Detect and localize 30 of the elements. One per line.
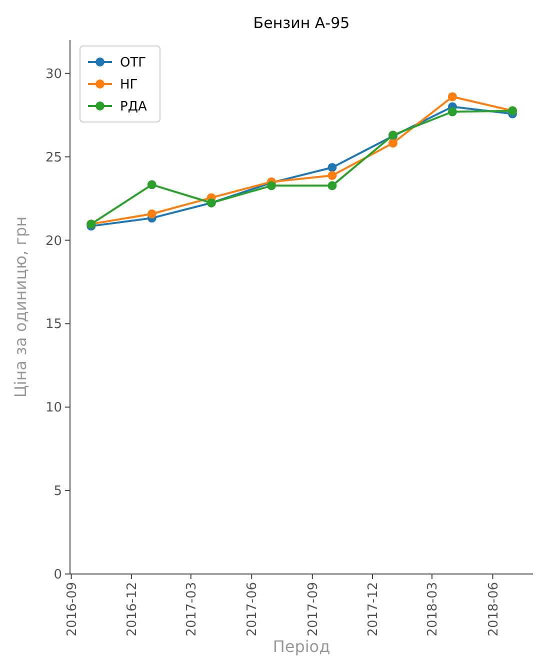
point	[147, 209, 156, 218]
y-tick-label: 30	[45, 66, 62, 82]
x-axis-title: Період	[272, 637, 330, 656]
x-tick-label: 2018-03	[425, 582, 440, 636]
x-tick-label: 2017-03	[184, 582, 200, 636]
y-tick-label: 0	[54, 568, 62, 583]
y-tick-label: 15	[45, 317, 62, 332]
point	[147, 180, 156, 190]
legend-label: НГ	[120, 78, 138, 93]
x-tick-label: 2018-06	[486, 582, 502, 636]
point	[328, 181, 337, 190]
y-tick-label: 25	[45, 150, 62, 166]
y-axis-title: Ціна за одиницю, грн	[11, 216, 30, 398]
y-tick-label: 5	[54, 484, 62, 500]
point	[448, 107, 457, 116]
chart-title: Бензин А-95	[253, 14, 350, 32]
point	[388, 138, 398, 148]
x-tick-label: 2017-12	[366, 582, 382, 636]
legend-label: ОТГ	[120, 56, 146, 71]
x-tick-label: 2016-09	[64, 582, 80, 636]
point	[266, 181, 276, 190]
y-tick-label: 10	[45, 400, 62, 416]
legend-label: РДА	[120, 100, 147, 115]
point	[328, 162, 337, 172]
point	[328, 171, 337, 180]
x-tick-label: 2016-12	[124, 582, 140, 636]
x-tick-label: 2017-06	[245, 582, 260, 636]
x-tick-label: 2017-09	[306, 582, 321, 636]
y-tick-label: 20	[45, 234, 62, 249]
point	[448, 92, 457, 102]
